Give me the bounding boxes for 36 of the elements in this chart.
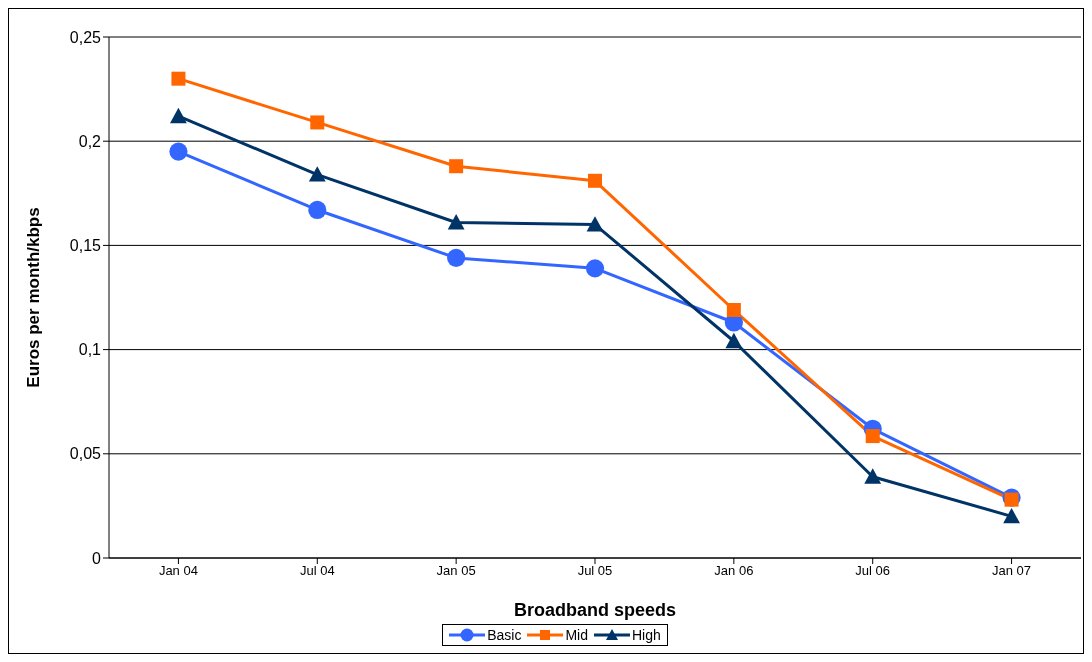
y-tick-label: 0,05 <box>69 445 102 463</box>
point <box>585 259 605 278</box>
point <box>726 303 741 317</box>
point <box>725 332 743 349</box>
x-tick-label: Jan 05 <box>436 563 476 579</box>
point <box>864 468 882 484</box>
point <box>308 200 327 220</box>
point <box>449 159 464 174</box>
legend-label: Mid <box>565 627 588 643</box>
point <box>865 429 880 444</box>
y-tick-label: 0,2 <box>78 132 102 150</box>
y-tick-label: 0,15 <box>69 237 102 255</box>
y-tick-label: 0 <box>92 549 102 567</box>
x-axis-title: Broadband speeds <box>513 600 677 620</box>
point <box>447 214 465 230</box>
point <box>171 71 186 86</box>
point <box>310 115 325 130</box>
y-tick-label: 0,25 <box>69 28 102 46</box>
y-axis-title: Euros per month/kbps <box>24 207 44 388</box>
y-tick-label: 0,1 <box>78 341 102 359</box>
point <box>588 173 602 188</box>
x-tick-label: Jan 06 <box>714 563 754 579</box>
x-tick-label: Jul 05 <box>577 563 613 579</box>
x-tick-label: Jul 06 <box>855 563 891 579</box>
point <box>170 107 187 124</box>
x-tick-label: Jan 07 <box>992 563 1032 579</box>
legend-label: High <box>632 627 661 643</box>
point <box>1004 492 1019 507</box>
legend-label: Basic <box>487 627 522 643</box>
point <box>586 216 604 232</box>
point <box>169 142 188 161</box>
point <box>308 166 326 182</box>
point <box>447 248 466 267</box>
x-tick-label: Jan 04 <box>158 563 198 579</box>
point <box>1003 507 1020 524</box>
x-tick-label: Jul 04 <box>299 563 335 579</box>
